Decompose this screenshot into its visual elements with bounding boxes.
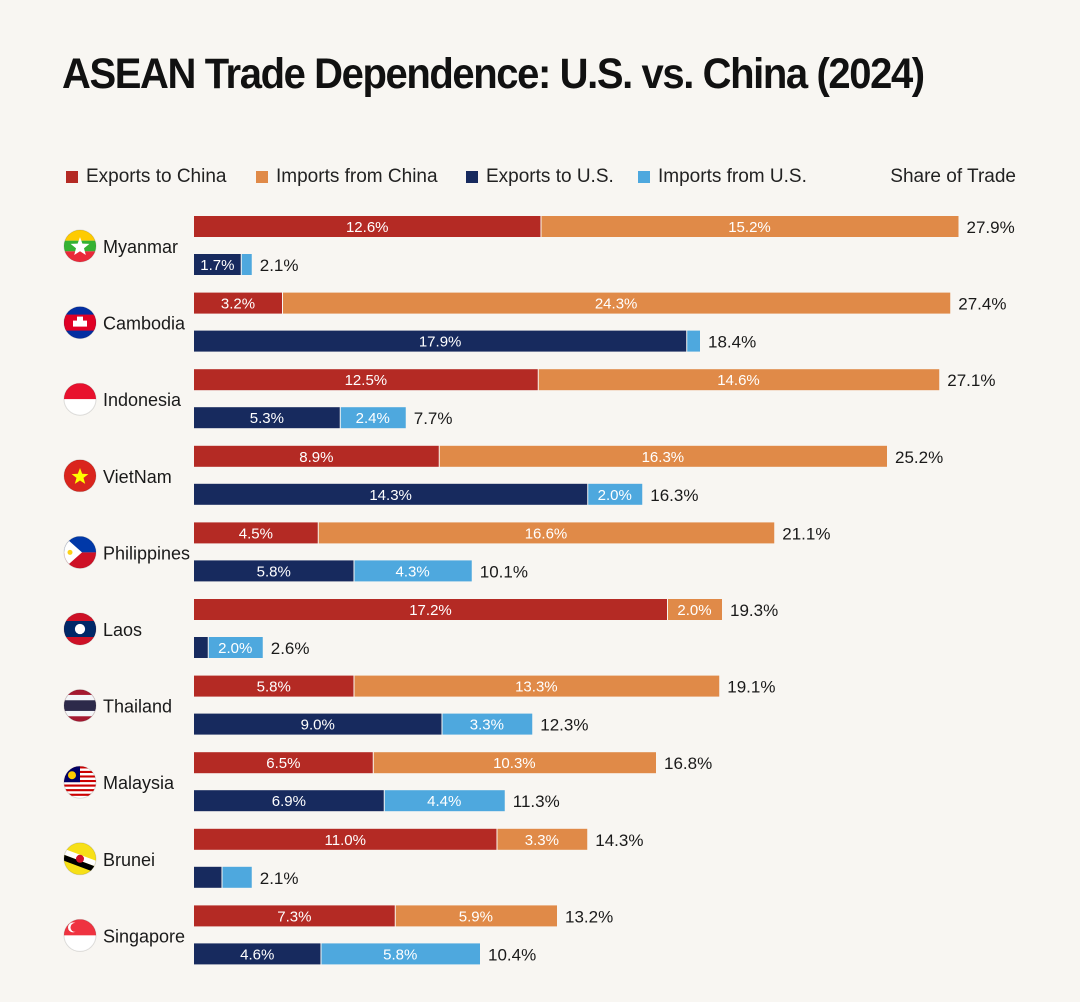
singapore-china-imports-label: 5.9% (459, 908, 493, 925)
cambodia-us-exports-label: 17.9% (419, 334, 462, 351)
myanmar-flag-icon (64, 230, 96, 263)
singapore-china-exports-label: 7.3% (277, 908, 311, 925)
laos-china-exports-label: 17.2% (409, 602, 452, 619)
thailand-us-total-label: 12.3% (540, 716, 588, 735)
vietnam-china-total-label: 25.2% (895, 448, 943, 467)
laos-us-total-label: 2.6% (271, 639, 310, 658)
indonesia-us-exports-label: 5.3% (250, 410, 284, 427)
myanmar-country-label: Myanmar (103, 237, 178, 257)
cambodia-us-imports-bar (687, 331, 700, 352)
cambodia-flag-icon (64, 307, 96, 339)
cambodia-china-imports-label: 24.3% (595, 296, 638, 313)
singapore-flag-icon (64, 919, 96, 951)
thailand-us-exports-label: 9.0% (301, 717, 335, 734)
myanmar-us-imports-bar (242, 254, 252, 275)
laos-us-imports-label: 2.0% (218, 640, 252, 657)
philippines-china-exports-label: 4.5% (239, 525, 273, 542)
cambodia-us-total-label: 18.4% (708, 333, 756, 352)
laos-china-total-label: 19.3% (730, 601, 778, 620)
philippines-flag-icon (64, 536, 96, 568)
singapore-us-exports-label: 4.6% (240, 946, 274, 963)
singapore-country-label: Singapore (103, 926, 185, 946)
laos-china-imports-label: 2.0% (677, 602, 711, 619)
cambodia-country-label: Cambodia (103, 314, 186, 334)
brunei-us-total-label: 2.1% (260, 869, 299, 888)
myanmar-china-exports-label: 12.6% (346, 219, 389, 236)
thailand-us-imports-label: 3.3% (470, 717, 504, 734)
stacked-bar-chart: 12.6% 15.2% 27.9% 1.7% 2.1% Myanmar 3.2% 24.3% 2… (0, 0, 1080, 1002)
indonesia-china-imports-label: 14.6% (717, 372, 760, 389)
singapore-china-total-label: 13.2% (565, 907, 613, 926)
indonesia-us-total-label: 7.7% (414, 409, 453, 428)
malaysia-china-total-label: 16.8% (664, 754, 712, 773)
myanmar-us-exports-label: 1.7% (200, 257, 234, 274)
singapore-us-imports-label: 5.8% (383, 946, 417, 963)
vietnam-country-label: VietNam (103, 467, 172, 487)
vietnam-us-exports-label: 14.3% (369, 487, 412, 504)
philippines-us-exports-label: 5.8% (257, 563, 291, 580)
malaysia-us-imports-label: 4.4% (427, 793, 461, 810)
brunei-flag-icon (64, 843, 96, 875)
philippines-us-imports-label: 4.3% (396, 563, 430, 580)
philippines-us-total-label: 10.1% (480, 562, 528, 581)
vietnam-flag-icon (64, 460, 96, 492)
brunei-us-imports-bar (223, 867, 252, 888)
cambodia-china-exports-label: 3.2% (221, 296, 255, 313)
philippines-china-imports-label: 16.6% (525, 525, 568, 542)
malaysia-china-exports-label: 6.5% (266, 755, 300, 772)
brunei-us-exports-bar (194, 867, 222, 888)
malaysia-us-total-label: 11.3% (513, 792, 560, 811)
thailand-china-total-label: 19.1% (727, 678, 775, 697)
thailand-flag-icon (64, 690, 96, 722)
indonesia-flag-icon (64, 383, 96, 415)
malaysia-china-imports-label: 10.3% (493, 755, 536, 772)
brunei-china-total-label: 14.3% (595, 831, 643, 850)
philippines-china-total-label: 21.1% (782, 524, 830, 543)
myanmar-us-total-label: 2.1% (260, 256, 299, 275)
malaysia-country-label: Malaysia (103, 773, 175, 793)
laos-us-exports-bar (194, 637, 208, 658)
brunei-china-exports-label: 11.0% (325, 832, 366, 849)
malaysia-flag-icon (64, 766, 96, 798)
brunei-china-imports-label: 3.3% (525, 832, 559, 849)
thailand-china-imports-label: 13.3% (515, 679, 558, 696)
vietnam-us-imports-label: 2.0% (598, 487, 632, 504)
philippines-country-label: Philippines (103, 543, 190, 563)
vietnam-us-total-label: 16.3% (650, 486, 698, 505)
singapore-us-total-label: 10.4% (488, 945, 536, 964)
thailand-country-label: Thailand (103, 697, 172, 717)
myanmar-china-imports-label: 15.2% (728, 219, 771, 236)
laos-country-label: Laos (103, 620, 142, 640)
vietnam-china-exports-label: 8.9% (299, 449, 333, 466)
indonesia-us-imports-label: 2.4% (356, 410, 390, 427)
cambodia-china-total-label: 27.4% (958, 295, 1006, 314)
indonesia-china-total-label: 27.1% (947, 371, 995, 390)
thailand-china-exports-label: 5.8% (257, 679, 291, 696)
malaysia-us-exports-label: 6.9% (272, 793, 306, 810)
myanmar-china-total-label: 27.9% (967, 218, 1015, 237)
indonesia-china-exports-label: 12.5% (345, 372, 388, 389)
indonesia-country-label: Indonesia (103, 390, 182, 410)
brunei-country-label: Brunei (103, 850, 155, 870)
vietnam-china-imports-label: 16.3% (642, 449, 685, 466)
laos-flag-icon (64, 613, 96, 645)
